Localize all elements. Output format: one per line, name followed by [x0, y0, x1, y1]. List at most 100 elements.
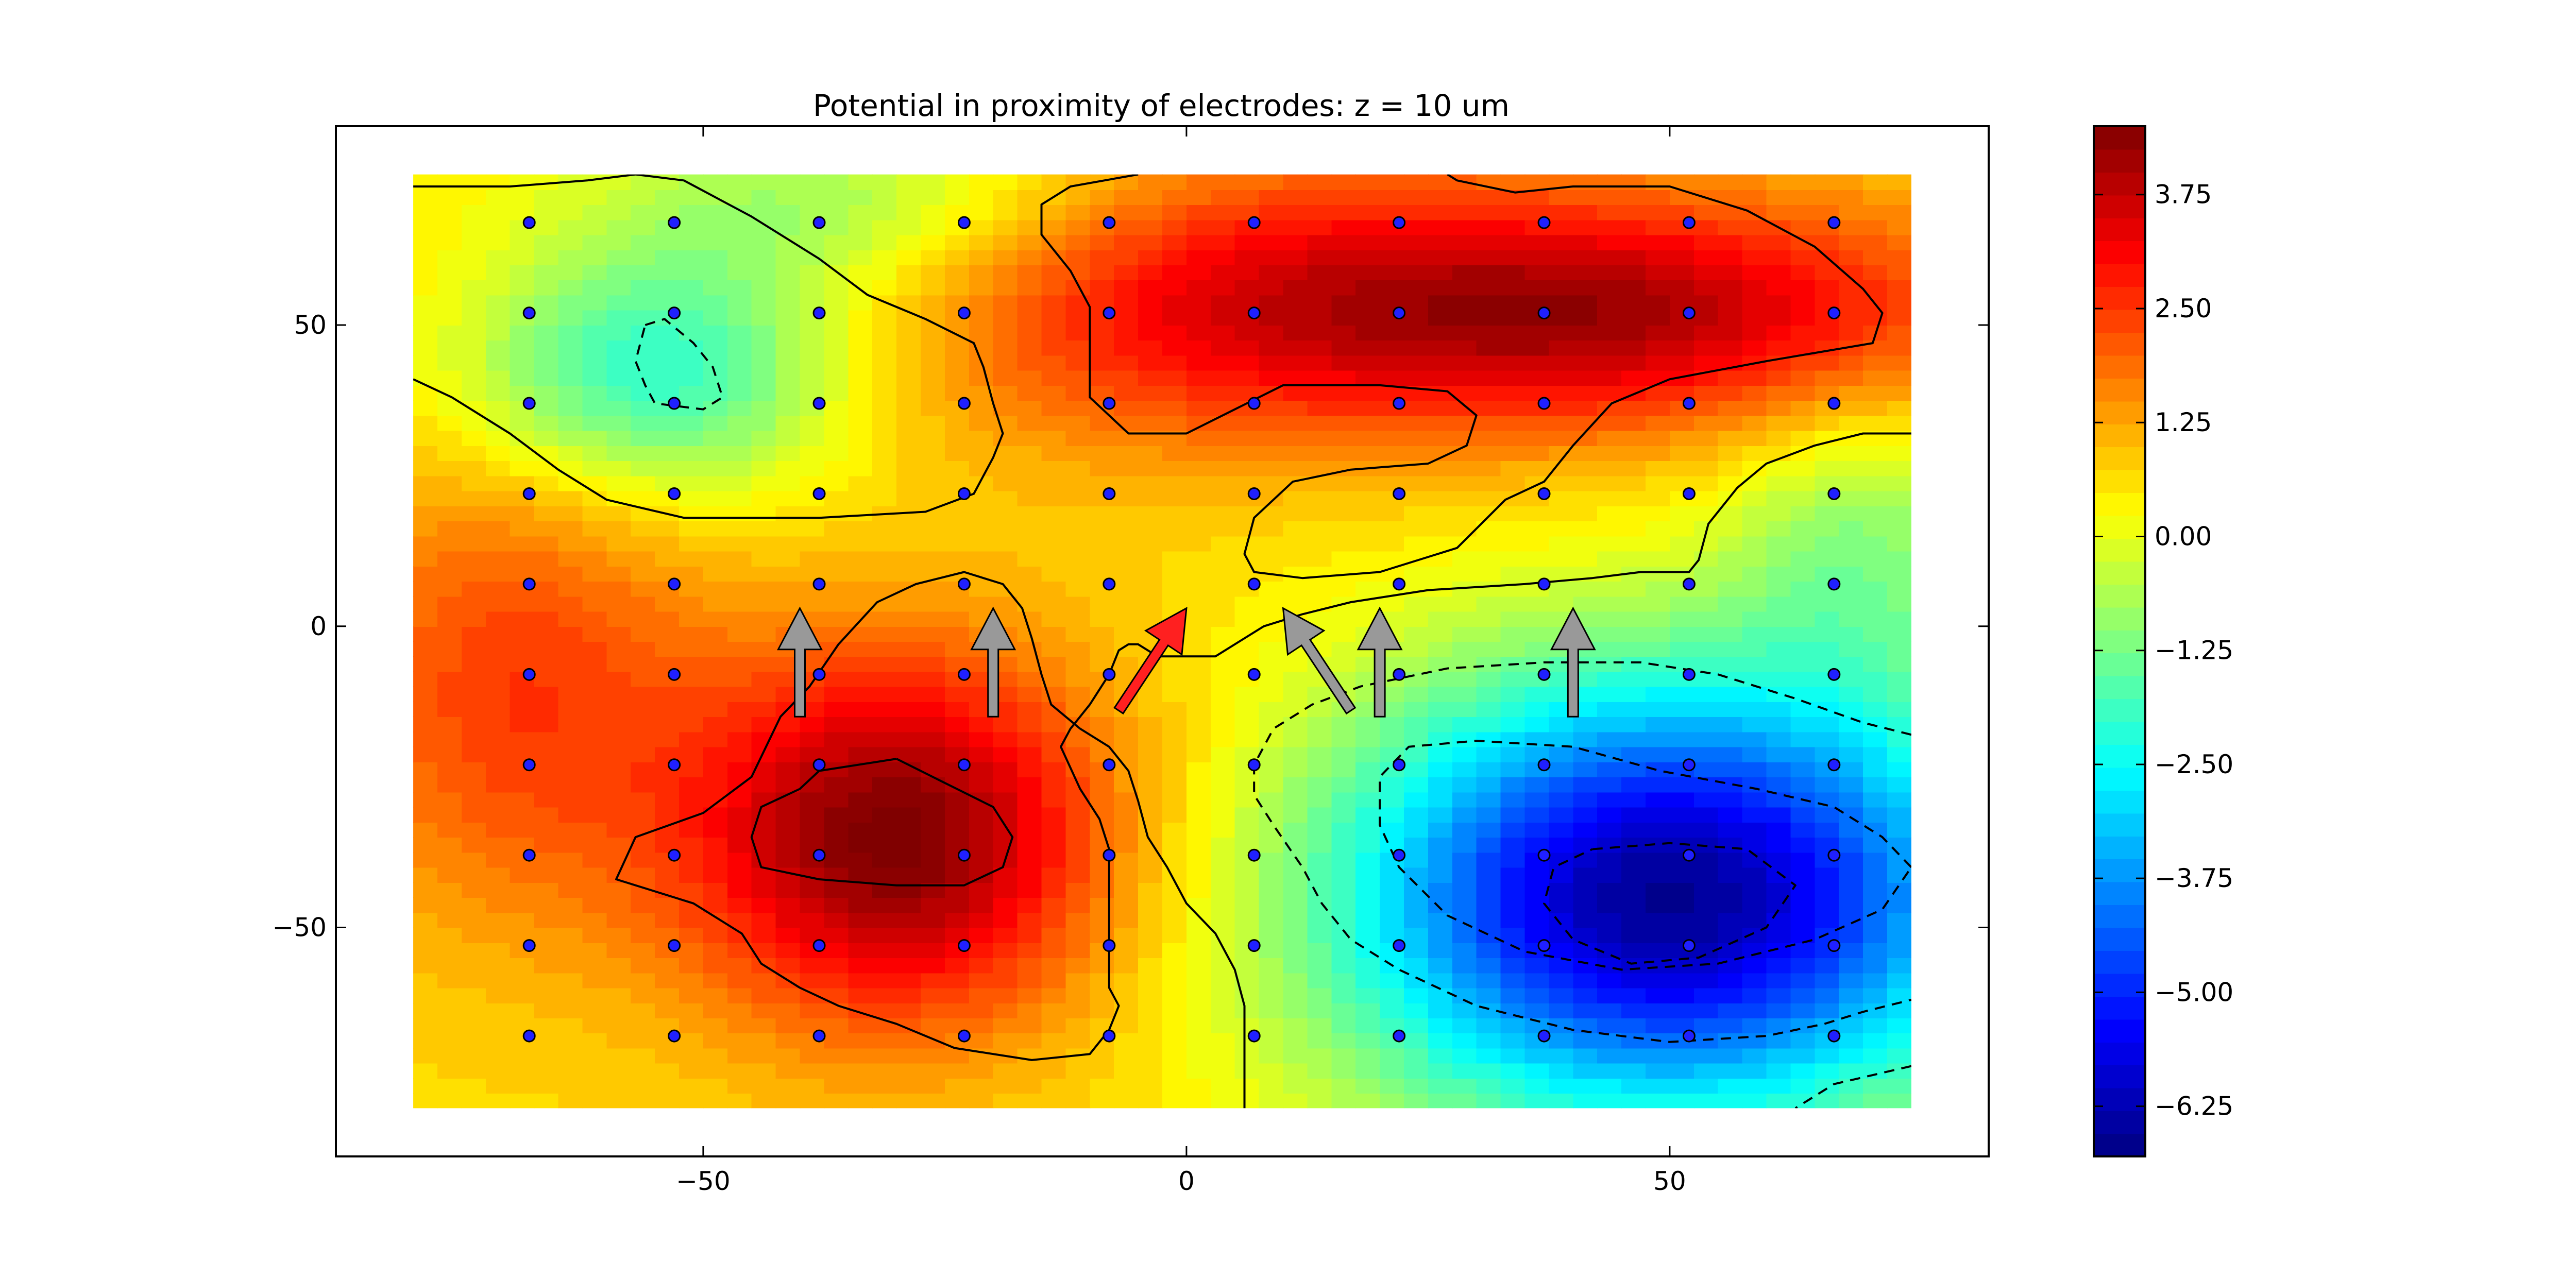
- colorbar-band: [2094, 1111, 2145, 1134]
- electrode-dot: [1103, 487, 1116, 500]
- arrow-marker: [1357, 606, 1403, 718]
- electrode-dot: [1103, 216, 1116, 229]
- electrode-dot: [668, 939, 681, 952]
- electrode-dot: [668, 848, 681, 862]
- electrode-dot: [812, 216, 826, 229]
- contour-line-solid: [615, 432, 1911, 1109]
- colorbar-band: [2094, 561, 2145, 585]
- electrode-dot: [1103, 1029, 1116, 1043]
- electrode-dot: [668, 758, 681, 772]
- electrode-dot: [1682, 939, 1696, 952]
- colorbar-tick-label: 2.50: [2155, 294, 2212, 323]
- colorbar-band: [2094, 698, 2145, 722]
- electrode-dot: [1682, 306, 1696, 320]
- electrode-dot: [1682, 668, 1696, 681]
- electrode-dot: [1537, 306, 1551, 320]
- electrode-dot: [522, 1029, 536, 1043]
- electrode-dot: [1827, 306, 1841, 320]
- electrode-dot: [1247, 939, 1261, 952]
- electrode-dot: [812, 397, 826, 410]
- colorbar-tick-label: −2.50: [2155, 749, 2233, 779]
- electrode-dot: [522, 487, 536, 500]
- electrode-dot: [812, 487, 826, 500]
- arrow-marker: [777, 606, 823, 718]
- electrode-dot: [522, 577, 536, 591]
- colorbar-tick-label: −6.25: [2155, 1092, 2233, 1121]
- electrode-dot: [812, 306, 826, 320]
- y-tick-label: −50: [272, 913, 327, 943]
- colorbar-tick-label: −3.75: [2155, 863, 2233, 893]
- electrode-dot: [1537, 577, 1551, 591]
- field-cells: [413, 174, 1911, 1109]
- dipole-arrows: [777, 606, 1596, 718]
- electrode-dot: [812, 758, 826, 772]
- electrode-dot: [668, 668, 681, 681]
- colorbar-band: [2094, 355, 2145, 379]
- electrode-dot: [957, 1029, 971, 1043]
- colorbar-band: [2094, 950, 2145, 974]
- colorbar-band: [2094, 1042, 2145, 1066]
- colorbar-band: [2094, 905, 2145, 928]
- electrode-dot: [1103, 939, 1116, 952]
- electrode-dot: [812, 848, 826, 862]
- colorbar-band: [2094, 149, 2145, 173]
- colorbar-band: [2094, 721, 2145, 745]
- electrode-dot: [1393, 848, 1406, 862]
- electrode-dot: [522, 758, 536, 772]
- contour-line-dashed: [634, 318, 724, 411]
- electrode-dot: [1537, 758, 1551, 772]
- electrode-dot: [1103, 758, 1116, 772]
- electrode-dot: [1247, 306, 1261, 320]
- electrode-dot: [1247, 668, 1261, 681]
- electrode-dot: [1682, 487, 1696, 500]
- colorbar-band: [2094, 309, 2145, 333]
- electrode-dot: [957, 577, 971, 591]
- colorbar-band: [2094, 607, 2145, 630]
- electrode-dot: [668, 577, 681, 591]
- colorbar-band: [2094, 996, 2145, 1020]
- contour-line-dashed: [1379, 740, 1911, 971]
- axis-ticks: −50 0 50 50 0 −50: [272, 126, 1989, 1196]
- electrode-dot: [1393, 487, 1406, 500]
- electrode-dot: [812, 939, 826, 952]
- colorbar-frame: [2093, 125, 2146, 1157]
- colorbar-band: [2094, 629, 2145, 654]
- y-tick-label: 50: [294, 310, 327, 340]
- colorbar: 3.75 2.50 1.25 0.00 −1.25 −2.50 −3.75 −5.00 −6.2…: [2093, 125, 2233, 1157]
- colorbar-band: [2094, 584, 2145, 608]
- electrode-dot: [522, 397, 536, 410]
- colorbar-band: [2094, 286, 2145, 310]
- arrow-marker: [1282, 607, 1357, 715]
- electrode-dot: [957, 306, 971, 320]
- contour-line-solid: [750, 758, 1014, 887]
- electrode-dot: [1247, 758, 1261, 772]
- electrode-dot: [668, 397, 681, 410]
- colorbar-band: [2094, 813, 2145, 837]
- electrode-dot: [812, 1029, 826, 1043]
- x-tick-label: 50: [1653, 1166, 1686, 1196]
- colorbar-band: [2094, 927, 2145, 951]
- electrode-dot: [1537, 397, 1551, 410]
- electrode-dot: [1827, 1029, 1841, 1043]
- arrow-marker: [1550, 606, 1596, 718]
- electrode-dot: [1393, 668, 1406, 681]
- colorbar-gradient: [2094, 126, 2145, 1157]
- electrode-dot: [1682, 848, 1696, 862]
- electrode-dot: [522, 306, 536, 320]
- colorbar-band: [2094, 1019, 2145, 1043]
- potential-field: [413, 174, 1911, 1109]
- colorbar-band: [2094, 126, 2145, 150]
- colorbar-band: [2094, 767, 2145, 791]
- electrode-dot: [1827, 577, 1841, 591]
- electrode-dot: [522, 848, 536, 862]
- electrode-dot: [812, 668, 826, 681]
- electrode-dot: [1682, 397, 1696, 410]
- electrode-dot: [1103, 397, 1116, 410]
- colorbar-band: [2094, 423, 2145, 448]
- electrode-dot: [522, 216, 536, 229]
- colorbar-band: [2094, 973, 2145, 997]
- colorbar-band: [2094, 653, 2145, 676]
- x-tick-label: −50: [676, 1166, 731, 1196]
- colorbar-band: [2094, 263, 2145, 287]
- colorbar-band: [2094, 538, 2145, 562]
